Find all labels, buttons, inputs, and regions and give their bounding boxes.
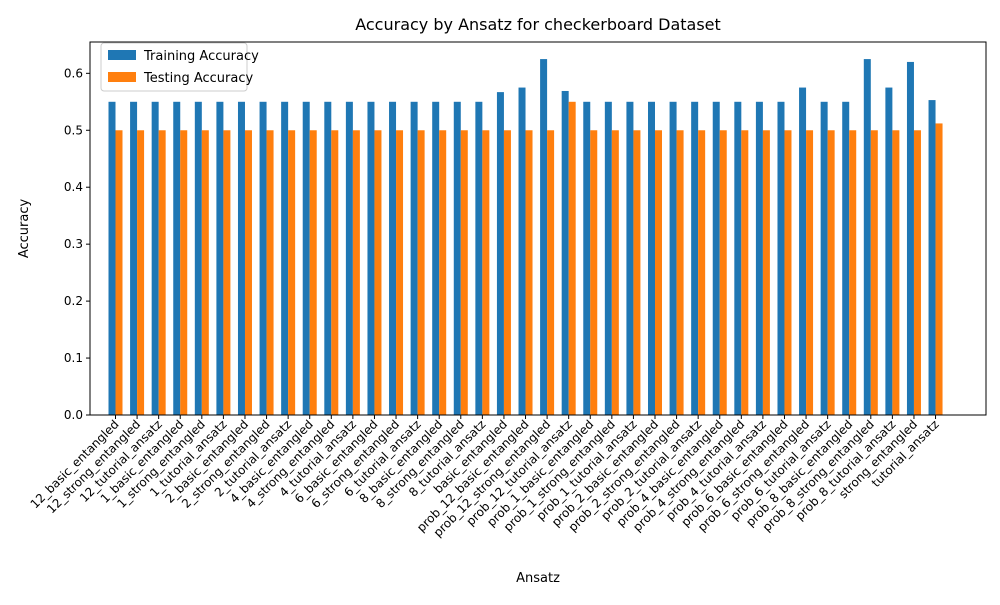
training-accuracy-bar [475,101,483,416]
testing-accuracy-bar [223,130,231,415]
training-accuracy-bar [410,101,418,416]
testing-accuracy-bar [396,130,404,415]
testing-accuracy-bar [870,130,878,415]
training-accuracy-bar [885,87,893,415]
training-accuracy-bar [389,101,397,416]
training-accuracy-bar [648,101,655,416]
bars-group [108,59,943,416]
testing-accuracy-bar [719,130,727,415]
training-accuracy-bar [130,101,138,416]
training-accuracy-bar [173,101,181,416]
training-accuracy-bar [755,101,763,416]
training-accuracy-bar [237,101,245,416]
y-tick-label: 0.3 [64,237,83,251]
training-accuracy-bar [777,101,785,416]
testing-accuracy-bar [244,130,252,415]
testing-accuracy-bar [547,130,555,415]
legend-label: Training Accuracy [143,49,259,64]
training-accuracy-bar [734,101,742,416]
testing-accuracy-bar [374,130,382,415]
x-axis-label: Ansatz [516,571,560,586]
y-tick-label: 0.5 [64,123,83,137]
training-accuracy-bar [259,101,267,416]
testing-accuracy-bar [935,123,943,415]
chart-title: Accuracy by Ansatz for checkerboard Data… [355,15,721,34]
training-accuracy-bar [302,101,310,416]
training-accuracy-bar [432,101,440,416]
testing-accuracy-bar [460,130,468,415]
testing-accuracy-bar [784,130,792,415]
legend: Training Accuracy Testing Accuracy [100,42,259,92]
legend-label: Testing Accuracy [143,71,253,86]
testing-accuracy-bar [309,130,317,415]
testing-accuracy-bar [633,130,641,415]
testing-accuracy-bar [525,130,533,415]
training-accuracy-bar [453,101,461,416]
y-tick-label: 0.1 [64,351,83,365]
training-accuracy-bar [669,101,677,416]
training-accuracy-bar [561,90,569,415]
testing-accuracy-bar [201,130,209,415]
training-accuracy-bar [820,101,828,416]
training-accuracy-bar [518,87,526,415]
training-accuracy-bar [712,101,720,416]
training-accuracy-bar [863,59,871,415]
testing-accuracy-bar [913,130,921,415]
y-tick-label: 0.0 [64,408,83,422]
testing-accuracy-bar [417,130,425,415]
testing-accuracy-bar [676,130,684,415]
training-accuracy-bar [194,101,202,416]
training-accuracy-bar [324,101,332,416]
testing-accuracy-bar [352,130,360,415]
testing-accuracy-bar [611,130,619,415]
legend-swatch [108,72,136,82]
training-accuracy-bar [691,101,699,416]
training-accuracy-bar [540,59,548,415]
training-accuracy-bar [216,101,224,416]
testing-accuracy-bar [568,101,576,416]
testing-accuracy-bar [849,130,857,415]
testing-accuracy-bar [288,130,296,415]
testing-accuracy-bar [827,130,835,415]
y-axis-label: Accuracy [17,199,32,259]
training-accuracy-bar [281,101,289,416]
training-accuracy-bar [496,92,504,415]
legend-swatch [108,50,136,60]
training-accuracy-bar [345,101,353,416]
y-tick-label: 0.2 [64,294,83,308]
training-accuracy-bar [799,87,807,415]
testing-accuracy-bar [137,130,145,415]
testing-accuracy-bar [762,130,770,415]
testing-accuracy-bar [266,130,274,415]
testing-accuracy-bar [698,130,706,415]
testing-accuracy-bar [115,130,123,415]
testing-accuracy-bar [439,130,447,415]
plot-frame [89,41,987,416]
training-accuracy-bar [626,101,634,416]
training-accuracy-bar [367,101,375,416]
testing-accuracy-bar [331,130,339,415]
testing-accuracy-bar [158,130,166,415]
y-axis: 0.0 0.1 0.2 0.3 0.4 0.5 0.6 [64,66,90,422]
training-accuracy-bar [604,101,612,416]
y-tick-label: 0.6 [64,66,83,80]
training-accuracy-bar [928,100,936,415]
testing-accuracy-bar [590,130,598,415]
testing-accuracy-bar [503,130,511,415]
training-accuracy-bar [583,101,591,416]
y-tick-label: 0.4 [64,180,83,194]
testing-accuracy-bar [892,130,900,415]
testing-accuracy-bar [482,130,490,415]
testing-accuracy-bar [655,130,662,415]
training-accuracy-bar [151,101,159,416]
legend-box [100,42,248,92]
testing-accuracy-bar [806,130,814,415]
testing-accuracy-bar [741,130,749,415]
training-accuracy-bar [906,61,914,415]
testing-accuracy-bar [180,130,188,415]
training-accuracy-bar [108,101,116,416]
training-accuracy-bar [842,101,850,416]
